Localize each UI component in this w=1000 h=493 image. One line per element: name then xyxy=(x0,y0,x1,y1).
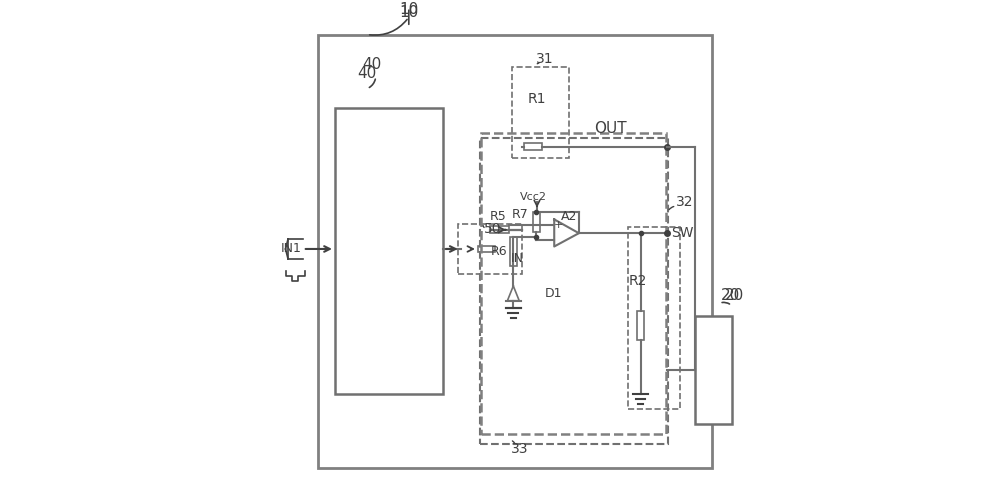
Text: 33: 33 xyxy=(511,442,528,456)
Text: R1: R1 xyxy=(527,92,546,106)
Text: +: + xyxy=(553,220,563,230)
Text: SW: SW xyxy=(672,226,694,240)
Text: Vcc2: Vcc2 xyxy=(520,192,547,202)
Text: 50: 50 xyxy=(484,222,501,236)
Bar xyxy=(637,311,644,340)
Bar xyxy=(524,143,542,150)
Text: OUT: OUT xyxy=(594,121,627,136)
Text: R5: R5 xyxy=(490,211,507,223)
Text: 32: 32 xyxy=(676,195,694,209)
Text: R7: R7 xyxy=(512,208,529,221)
Bar xyxy=(628,227,680,409)
Text: 10: 10 xyxy=(399,5,418,20)
Text: 40: 40 xyxy=(357,67,377,81)
Bar xyxy=(512,67,569,158)
Bar xyxy=(533,212,540,232)
Text: R6: R6 xyxy=(491,245,507,258)
Bar xyxy=(490,226,509,233)
Bar xyxy=(695,316,732,424)
Text: 10: 10 xyxy=(399,2,418,17)
Bar xyxy=(478,246,495,252)
Bar xyxy=(480,138,668,444)
Bar xyxy=(510,237,517,266)
Text: 31: 31 xyxy=(536,52,553,66)
Bar xyxy=(481,133,666,434)
Text: 40: 40 xyxy=(362,57,381,71)
Bar xyxy=(318,35,712,468)
Text: R2: R2 xyxy=(629,274,647,288)
Text: D1: D1 xyxy=(544,287,562,300)
Text: IN1: IN1 xyxy=(281,243,301,255)
Text: 20: 20 xyxy=(725,288,744,303)
Bar xyxy=(335,108,443,394)
Text: IN: IN xyxy=(511,252,524,265)
Text: A2: A2 xyxy=(561,211,577,223)
Bar xyxy=(458,224,522,274)
Text: 20: 20 xyxy=(721,288,740,303)
